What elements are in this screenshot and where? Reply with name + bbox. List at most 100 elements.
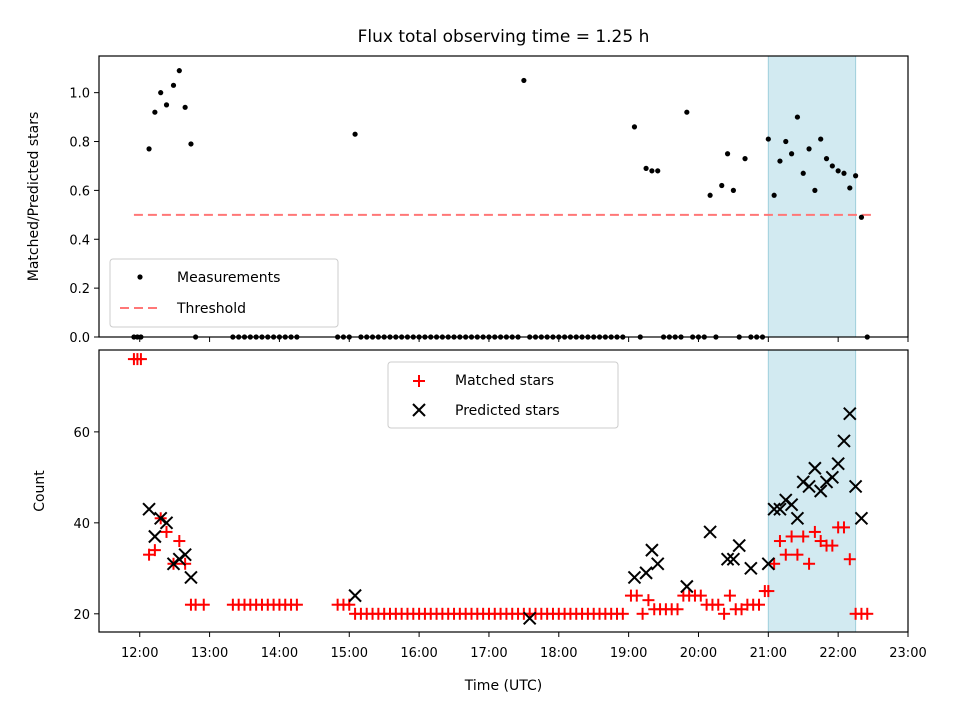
- matched-stars-points: [127, 353, 874, 620]
- measurement-point: [158, 90, 164, 96]
- matched-star-point: [768, 557, 781, 570]
- bottom-y-axis-label: Count: [32, 470, 48, 512]
- top-y-tick-label: 0.4: [69, 233, 90, 248]
- x-tick-label: 12:00: [121, 646, 158, 661]
- predicted-star-point: [744, 561, 758, 576]
- measurement-point: [719, 182, 725, 189]
- matched-star-point: [160, 525, 173, 538]
- x-tick-label: 22:00: [819, 646, 856, 661]
- measurement-point: [655, 168, 661, 174]
- matched-star-point: [797, 530, 810, 543]
- top-y-tick-label: 1.0: [69, 87, 90, 102]
- legend-matched-label: Matched stars: [455, 373, 554, 389]
- matched-star-point: [803, 557, 816, 570]
- predicted-star-point: [639, 566, 653, 580]
- predicted-star-point: [802, 479, 816, 494]
- measurement-point: [649, 168, 655, 174]
- measurement-point: [182, 104, 188, 110]
- matched-star-point: [134, 353, 147, 366]
- predicted-star-point: [680, 579, 694, 594]
- measurement-point: [724, 151, 731, 157]
- measurement-point: [730, 187, 736, 193]
- predicted-star-point: [142, 502, 156, 516]
- x-tick-label: 16:00: [400, 646, 437, 661]
- matched-star-point: [808, 525, 821, 538]
- bottom-y-tick-label: 20: [73, 608, 90, 623]
- bottom-axes-frame: [98, 349, 909, 633]
- predicted-star-point: [825, 470, 840, 485]
- legend-measurements-label: Measurements: [177, 270, 280, 286]
- predicted-star-point: [732, 538, 746, 553]
- predicted-star-point: [843, 406, 857, 421]
- matched-star-point: [173, 535, 186, 548]
- measurement-point: [783, 138, 789, 145]
- measurement-point: [152, 109, 158, 115]
- predicted-star-point: [808, 461, 822, 475]
- top-y-ticks: 0.0 0.2 0.4 0.6 0.8 1.0: [69, 87, 99, 346]
- top-shaded-region: [767, 55, 857, 338]
- x-tick-label: 23:00: [889, 646, 926, 661]
- x-tick-label: 21:00: [750, 646, 787, 661]
- bottom-shaded-region: [767, 349, 857, 633]
- measurement-point: [352, 131, 358, 137]
- matched-star-point: [773, 535, 786, 548]
- measurement-point: [643, 165, 649, 171]
- measurement-point: [170, 82, 177, 88]
- matched-star-point: [723, 589, 736, 602]
- top-y-tick-label: 0.2: [69, 282, 90, 297]
- predicted-star-point: [720, 552, 735, 566]
- top-y-tick-label: 0.8: [69, 136, 90, 151]
- bottom-y-ticks: 20 40 60: [73, 426, 99, 623]
- legend-predicted-label: Predicted stars: [455, 403, 560, 419]
- x-axis-label: Time (UTC): [464, 678, 542, 694]
- predicted-star-point: [790, 511, 805, 525]
- predicted-star-point: [159, 516, 174, 530]
- matched-star-point: [753, 598, 766, 611]
- matched-star-point: [718, 607, 731, 620]
- predicted-star-point: [627, 570, 642, 585]
- measurement-point: [146, 146, 152, 152]
- measurement-point: [823, 156, 830, 162]
- measurement-point: [806, 146, 812, 152]
- legend-measurements-marker: [137, 274, 143, 280]
- matched-star-point: [861, 607, 874, 620]
- top-y-axis-label: Matched/Predicted stars: [26, 112, 42, 282]
- matched-star-point: [791, 548, 804, 561]
- measurement-point: [707, 192, 713, 198]
- top-axes-frame: [98, 55, 909, 338]
- matched-star-point: [630, 589, 643, 602]
- legend-predicted-marker: [412, 403, 426, 417]
- measurement-point: [788, 151, 795, 157]
- bottom-panel: 20 40 60 12:00 13:00 14:00 15:00 16:00 17:00 18:…: [32, 349, 927, 694]
- measurement-point: [847, 185, 853, 191]
- predicted-star-point: [854, 511, 869, 525]
- predicted-star-point: [348, 588, 362, 603]
- top-y-tick-label: 0.6: [69, 184, 90, 199]
- predicted-star-point: [813, 484, 828, 498]
- measurement-point: [176, 68, 182, 74]
- matched-star-point: [197, 598, 210, 611]
- matched-star-point: [148, 544, 161, 557]
- x-tick-label: 13:00: [191, 646, 228, 661]
- x-tick-label: 17:00: [470, 646, 507, 661]
- x-tick-label: 20:00: [680, 646, 717, 661]
- measurement-point: [818, 136, 824, 142]
- predicted-star-point: [703, 525, 717, 539]
- predicted-star-point: [831, 457, 845, 471]
- measurement-point: [853, 173, 859, 179]
- bottom-legend-box: [387, 361, 619, 429]
- bottom-x-ticks: 12:00 13:00 14:00 15:00 16:00 17:00 18:00 19:00…: [121, 632, 927, 661]
- predicted-star-point: [761, 557, 776, 571]
- predicted-star-point: [848, 479, 863, 494]
- top-x-ticks: [139, 337, 909, 342]
- x-tick-label: 18:00: [540, 646, 577, 661]
- matched-star-point: [671, 603, 684, 616]
- matched-star-point: [785, 530, 798, 543]
- measurement-point: [841, 170, 847, 176]
- measurement-point: [765, 136, 771, 142]
- measurement-point: [835, 168, 841, 174]
- bottom-y-tick-label: 40: [73, 517, 90, 532]
- x-tick-label: 15:00: [331, 646, 368, 661]
- matched-star-point: [826, 539, 839, 552]
- predicted-star-point: [837, 434, 851, 448]
